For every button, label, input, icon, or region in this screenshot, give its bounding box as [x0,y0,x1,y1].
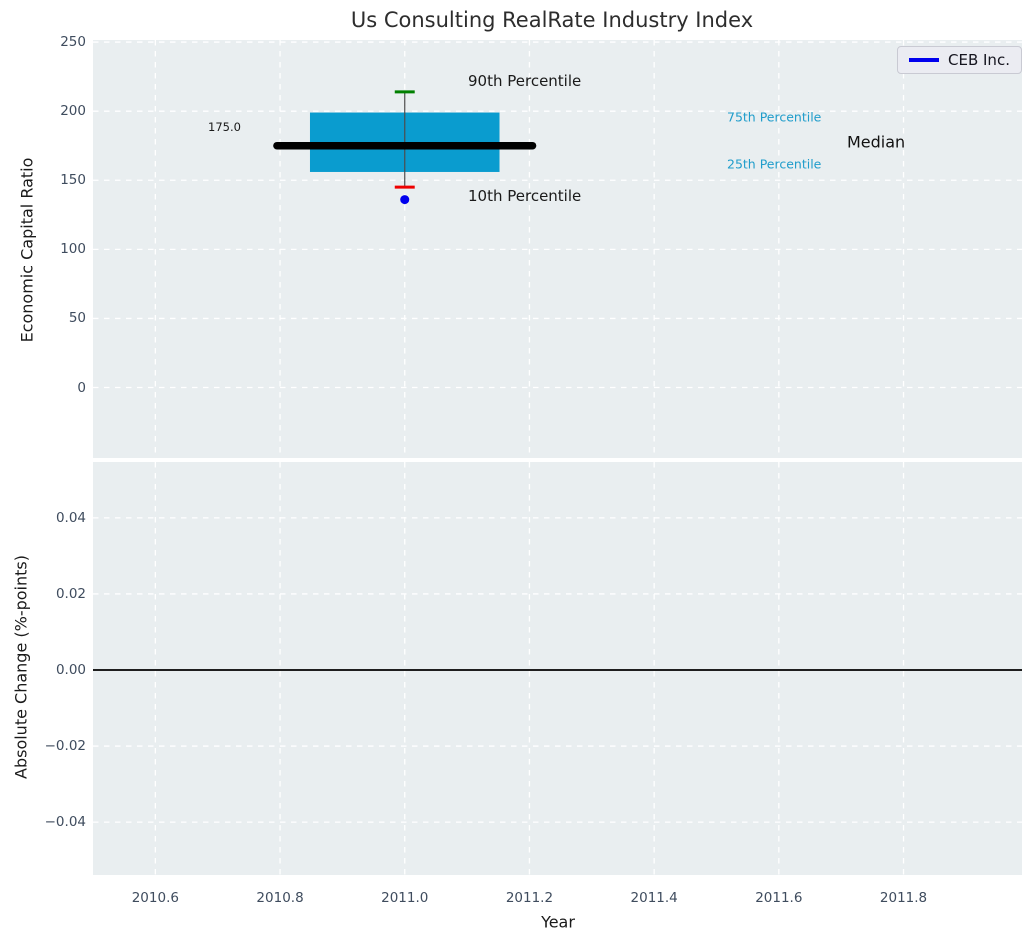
y-tick-label-top: 50 [68,310,86,327]
x-tick-label: 2011.4 [630,890,678,906]
bottom-plot-panel [93,462,1022,875]
ceb-data-point [400,195,410,205]
y-tick-label-bottom: −0.04 [44,814,86,831]
x-tick-label: 2011.0 [381,890,429,906]
y-tick-label-bottom: 0.02 [55,585,86,602]
y-tick-label-top: 100 [60,241,86,258]
legend-label: CEB Inc. [948,51,1010,69]
x-tick-label: 2011.6 [755,890,803,906]
p10-label: 10th Percentile [468,187,582,205]
legend-line-icon [909,58,939,62]
x-tick-label: 2010.8 [256,890,304,906]
x-tick-label: 2011.8 [879,890,928,906]
x-axis-label: Year [541,912,575,932]
y-tick-label-bottom: 0.04 [55,509,86,526]
y-tick-label-top: 150 [60,172,86,189]
y-tick-label-top: 200 [60,103,86,120]
p90-label: 90th Percentile [468,72,582,90]
y-tick-label-top: 0 [77,379,86,396]
chart-title: Us Consulting RealRate Industry Index [350,8,754,32]
x-tick-label: 2010.6 [131,890,179,906]
p25-label: 25th Percentile [727,156,822,172]
y-tick-label-bottom: 0.00 [55,662,86,679]
median-label: Median [847,132,906,152]
y-tick-label-top: 250 [60,34,86,51]
p75-label: 75th Percentile [727,109,822,125]
y-tick-label-bottom: −0.02 [44,738,86,755]
x-tick-label: 2011.2 [505,890,554,906]
legend: CEB Inc. [897,46,1022,74]
median-value-label: 175.0 [208,120,241,134]
